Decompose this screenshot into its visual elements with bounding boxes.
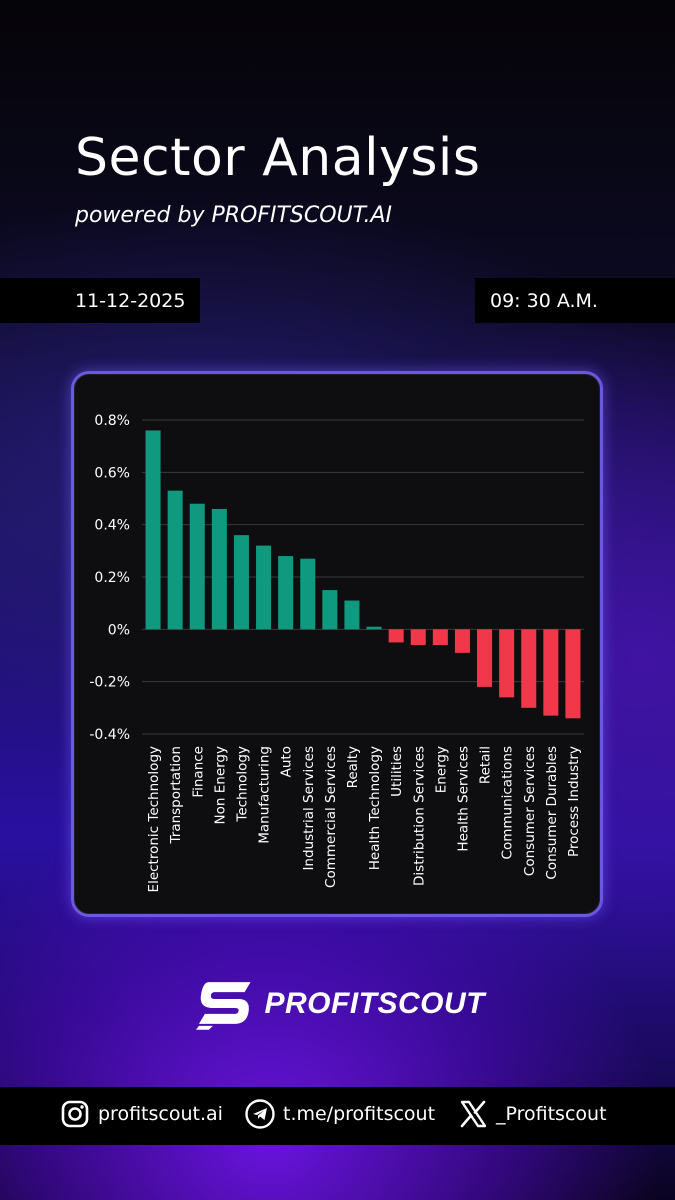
instagram-handle: profitscout.ai	[98, 1103, 223, 1125]
x-link[interactable]: _Profitscout	[458, 1099, 607, 1129]
category-label: Industrial Services	[301, 746, 317, 871]
x-icon	[460, 1100, 487, 1128]
brand-logo: PROFITSCOUT	[195, 978, 485, 1030]
category-label: Energy	[433, 746, 449, 793]
y-tick-label: -0.2%	[89, 675, 130, 691]
category-label: Transportation	[168, 746, 184, 844]
profitscout-s-logo-icon	[195, 982, 251, 1030]
bar	[543, 629, 559, 716]
bar	[256, 545, 272, 630]
social-footer: profitscout.ai t.me/profitscout _Profits…	[0, 1087, 675, 1145]
page-subtitle: powered by PROFITSCOUT.AI	[75, 203, 393, 228]
bar	[145, 430, 161, 630]
category-label: Auto	[279, 746, 295, 777]
category-label: Non Energy	[212, 746, 228, 824]
bar	[521, 629, 537, 708]
bar	[499, 629, 515, 698]
bar	[454, 629, 470, 653]
page-title: Sector Analysis	[75, 128, 481, 188]
bar	[410, 629, 426, 646]
bar	[300, 558, 316, 630]
category-label: Electronic Technology	[146, 746, 162, 892]
y-tick-label: 0.4%	[94, 518, 130, 534]
category-label: Process Industry	[566, 746, 582, 857]
bar	[565, 629, 581, 719]
category-label: Realty	[345, 746, 361, 788]
category-label: Utilities	[389, 746, 405, 797]
bar	[211, 508, 227, 630]
category-label: Health Services	[455, 746, 471, 852]
telegram-handle: t.me/profitscout	[283, 1103, 436, 1125]
date-text: 11-12-2025	[75, 289, 186, 312]
bar	[322, 590, 338, 630]
category-label: Finance	[190, 746, 206, 798]
time-text: 09: 30 A.M.	[490, 289, 598, 312]
bar	[167, 490, 183, 630]
category-label: Retail	[478, 746, 494, 784]
bar	[233, 535, 249, 630]
category-label: Technology	[234, 746, 250, 823]
y-tick-label: 0.2%	[94, 570, 130, 586]
time-banner: 09: 30 A.M.	[475, 278, 675, 323]
brand-name: PROFITSCOUT	[264, 987, 485, 1020]
y-tick-label: 0%	[108, 622, 130, 638]
date-banner: 11-12-2025	[0, 278, 200, 323]
x-handle: _Profitscout	[496, 1103, 607, 1125]
category-label: Consumer Services	[522, 746, 538, 876]
bar	[388, 629, 404, 643]
y-tick-label: 0.8%	[94, 413, 130, 429]
bar	[477, 629, 493, 687]
category-label: Communications	[500, 746, 516, 859]
bar	[344, 600, 360, 630]
telegram-icon	[245, 1099, 275, 1129]
bar	[189, 503, 205, 630]
category-label: Manufacturing	[257, 746, 273, 844]
instagram-icon	[61, 1100, 89, 1128]
y-tick-label: 0.6%	[94, 465, 130, 481]
sector-bar-chart: 0.8% 0.6% 0.4% 0.2% 0% -0.2% -0.4% Electronic T…	[89, 413, 584, 892]
sector-chart-card: 0.8% 0.6% 0.4% 0.2% 0% -0.2% -0.4% Electronic T…	[71, 371, 603, 917]
category-label: Distribution Services	[411, 746, 427, 886]
bar	[366, 626, 382, 630]
instagram-link[interactable]: profitscout.ai	[60, 1099, 223, 1129]
bar	[432, 629, 448, 646]
y-tick-label: -0.4%	[89, 727, 130, 743]
category-label: Commercial Services	[323, 746, 339, 888]
category-label: Health Technology	[367, 746, 383, 870]
telegram-link[interactable]: t.me/profitscout	[245, 1099, 435, 1129]
bar	[278, 556, 294, 630]
category-label: Consumer Durables	[544, 746, 560, 880]
